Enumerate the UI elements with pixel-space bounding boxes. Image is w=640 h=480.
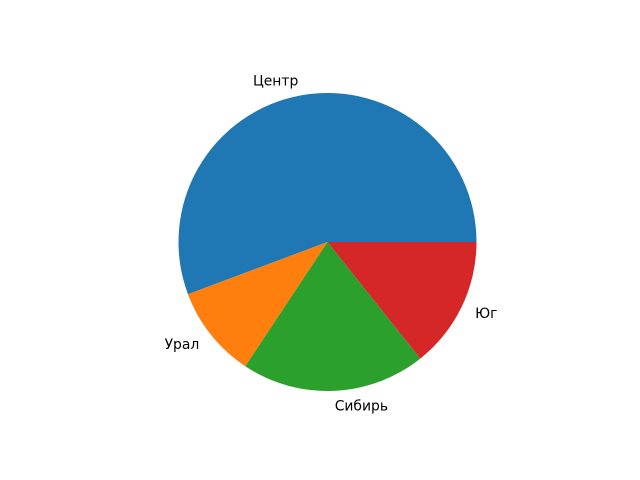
pie-slice-4 [327, 242, 477, 359]
pie-slice-label: Урал [165, 337, 200, 353]
pie-slice-label: Центр [253, 74, 299, 90]
pie-slice-3 [245, 242, 421, 392]
pie-slice-1 [178, 93, 477, 295]
pie-slice-2 [187, 242, 328, 367]
pie-slice-label: Сибирь [335, 399, 388, 415]
pie-slice-label: Юг [475, 306, 497, 322]
